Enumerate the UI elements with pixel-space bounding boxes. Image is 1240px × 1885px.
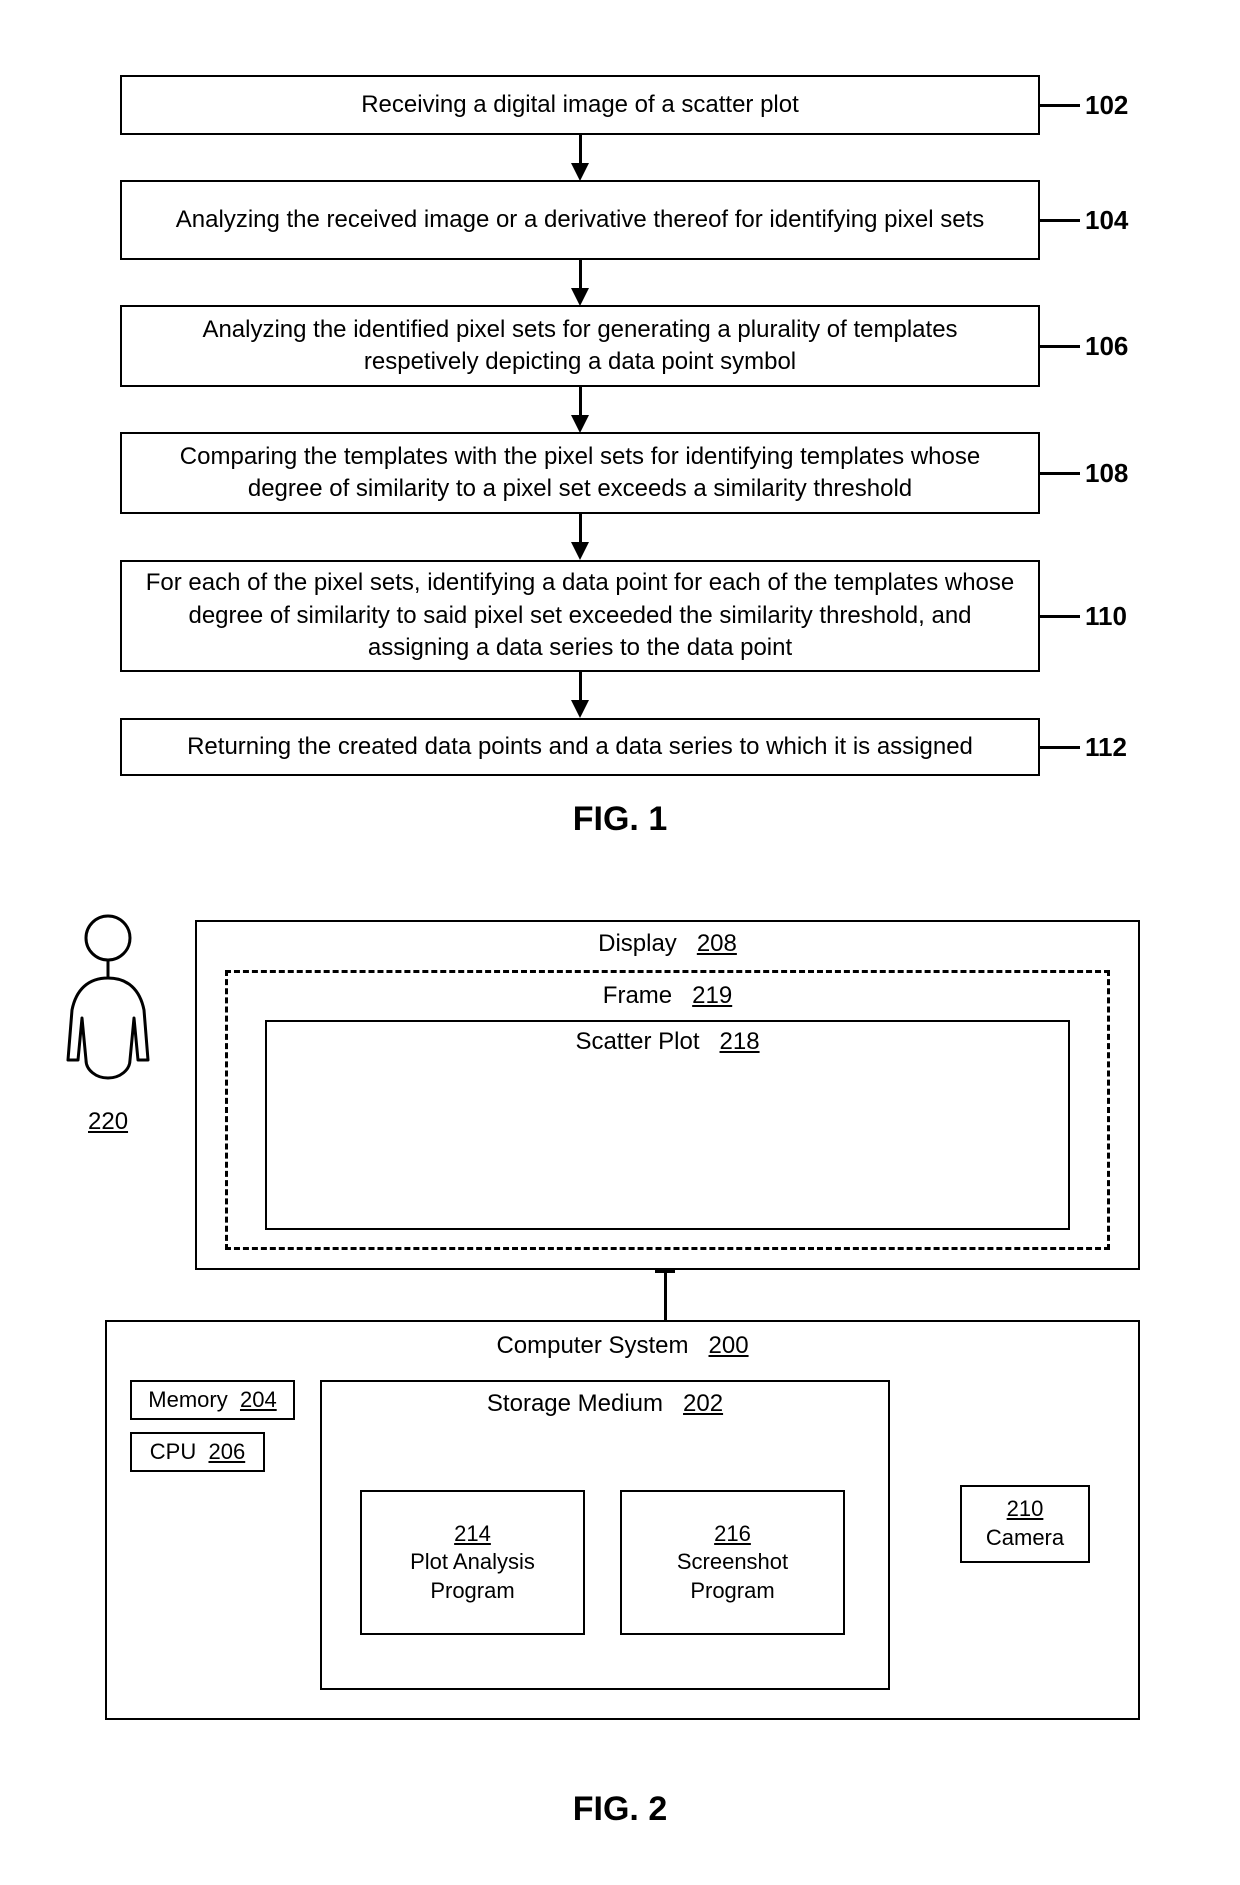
tick-104	[1040, 219, 1080, 222]
ref-104: 104	[1085, 205, 1128, 236]
scatter-label-row: Scatter Plot 218	[265, 1028, 1070, 1056]
arrow-3	[579, 387, 582, 417]
step-104-text: Analyzing the received image or a deriva…	[176, 204, 984, 236]
step-110-text: For each of the pixel sets, identifying …	[142, 567, 1018, 664]
ref-102: 102	[1085, 90, 1128, 121]
ref-112: 112	[1085, 732, 1127, 763]
camera-label: Camera	[986, 1524, 1064, 1553]
memory-box: Memory 204	[130, 1380, 295, 1420]
frame-label: Frame	[603, 982, 672, 1009]
connector-dc-top	[655, 1270, 675, 1273]
scatter-label: Scatter Plot	[575, 1028, 699, 1055]
arrow-5	[579, 672, 582, 702]
frame-label-row: Frame 219	[225, 982, 1110, 1010]
arrowhead-2	[571, 288, 589, 306]
screenshot-prog-l2: Program	[690, 1577, 774, 1606]
plot-program-box: 214 Plot Analysis Program	[360, 1490, 585, 1635]
step-102-text: Receiving a digital image of a scatter p…	[361, 89, 799, 121]
step-106-text: Analyzing the identified pixel sets for …	[142, 314, 1018, 379]
arrowhead-3	[571, 415, 589, 433]
patent-figure-page: Receiving a digital image of a scatter p…	[0, 0, 1240, 1885]
arrow-4	[579, 514, 582, 544]
arrowhead-4	[571, 542, 589, 560]
computer-label-row: Computer System 200	[105, 1332, 1140, 1360]
plot-prog-l2: Program	[430, 1577, 514, 1606]
storage-label: Storage Medium	[487, 1390, 663, 1417]
step-108: Comparing the templates with the pixel s…	[120, 432, 1040, 514]
cpu-label: CPU	[150, 1439, 196, 1465]
ref-108: 108	[1085, 458, 1128, 489]
fig1-caption: FIG. 1	[0, 800, 1240, 839]
computer-ref: 200	[709, 1332, 749, 1359]
arrow-2	[579, 260, 582, 290]
display-label-row: Display 208	[195, 930, 1140, 958]
storage-ref: 202	[683, 1390, 723, 1417]
screenshot-prog-l1: Screenshot	[677, 1548, 788, 1577]
step-106: Analyzing the identified pixel sets for …	[120, 305, 1040, 387]
step-108-text: Comparing the templates with the pixel s…	[142, 441, 1018, 506]
computer-label: Computer System	[496, 1332, 688, 1359]
step-112: Returning the created data points and a …	[120, 718, 1040, 776]
step-104: Analyzing the received image or a deriva…	[120, 180, 1040, 260]
cpu-box: CPU 206	[130, 1432, 265, 1472]
camera-box: 210 Camera	[960, 1485, 1090, 1563]
camera-ref: 210	[1007, 1495, 1044, 1524]
connector-dc	[664, 1270, 667, 1320]
tick-110	[1040, 615, 1080, 618]
scatter-ref: 218	[720, 1028, 760, 1055]
memory-ref: 204	[240, 1387, 277, 1413]
storage-label-row: Storage Medium 202	[320, 1390, 890, 1418]
arrow-1	[579, 135, 582, 165]
screenshot-prog-ref: 216	[714, 1520, 751, 1549]
tick-108	[1040, 472, 1080, 475]
plot-prog-ref: 214	[454, 1520, 491, 1549]
tick-102	[1040, 104, 1080, 107]
display-ref: 208	[697, 930, 737, 957]
person-icon	[48, 910, 168, 1100]
ref-106: 106	[1085, 331, 1128, 362]
step-112-text: Returning the created data points and a …	[187, 731, 973, 763]
memory-label: Memory	[148, 1387, 227, 1413]
arrowhead-1	[571, 163, 589, 181]
display-label: Display	[598, 930, 677, 957]
tick-106	[1040, 345, 1080, 348]
step-102: Receiving a digital image of a scatter p…	[120, 75, 1040, 135]
screenshot-program-box: 216 Screenshot Program	[620, 1490, 845, 1635]
plot-prog-l1: Plot Analysis	[410, 1548, 535, 1577]
person-ref: 220	[88, 1108, 128, 1136]
step-110: For each of the pixel sets, identifying …	[120, 560, 1040, 672]
ref-110: 110	[1085, 601, 1127, 632]
tick-112	[1040, 746, 1080, 749]
fig2-caption: FIG. 2	[0, 1790, 1240, 1829]
arrowhead-5	[571, 700, 589, 718]
cpu-ref: 206	[208, 1439, 245, 1465]
frame-ref: 219	[692, 982, 732, 1009]
